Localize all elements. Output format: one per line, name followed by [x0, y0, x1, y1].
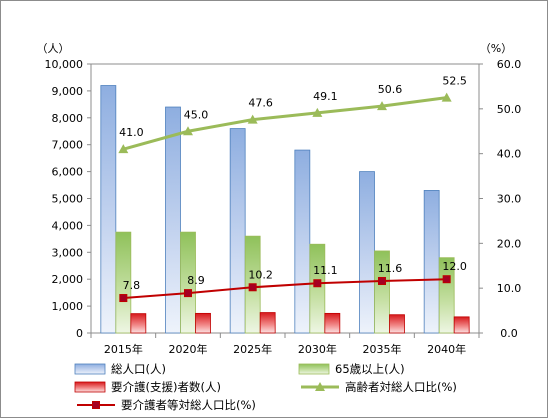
x-tick-label: 2035年 [363, 342, 402, 356]
legend-label-4: 高齢者対総人口比(%) [345, 380, 457, 394]
y-right-unit: （%） [480, 42, 512, 55]
bar-3-5 [453, 316, 470, 334]
legend-square-marker [92, 401, 100, 409]
bar-3-0 [130, 313, 147, 334]
x-tick-label: 2015年 [104, 342, 143, 356]
y-right-tick-label: 0.0 [500, 327, 518, 340]
y-left-tick-label: 7,000 [52, 139, 84, 152]
data-label: 45.0 [184, 108, 209, 121]
square-marker [378, 276, 386, 285]
bar-2-0 [115, 231, 132, 334]
bar-1-1 [165, 106, 181, 334]
triangle-marker [377, 101, 387, 111]
data-label: 11.6 [378, 262, 403, 275]
legend-label-2: 65歳以上(人) [335, 362, 405, 376]
y-right-tick-label: 50.0 [497, 103, 522, 116]
triangle-marker [183, 126, 193, 136]
y-right-tick-label: 60.0 [497, 58, 522, 71]
triangle-marker [247, 114, 258, 124]
bar-1-4 [359, 171, 375, 334]
bar-2-1 [180, 231, 196, 334]
y-left-tick-label: 2,000 [52, 273, 84, 286]
square-marker [184, 289, 192, 298]
square-marker [442, 275, 451, 284]
data-label: 11.1 [313, 264, 338, 277]
x-tick-label: 2025年 [233, 342, 272, 356]
legend-swatch-3 [74, 381, 106, 393]
y-right-tick-label: 10.0 [497, 282, 522, 295]
bar-1-5 [423, 190, 440, 334]
y-left-tick-label: 3,000 [52, 246, 84, 259]
bar-1-3 [294, 149, 311, 334]
y-right-tick-label: 20.0 [497, 237, 522, 250]
y-left-tick-label: 4,000 [52, 219, 84, 232]
legend-label-3: 要介護(支援)者数(人) [111, 380, 221, 394]
series-line-1 [122, 96, 447, 151]
y-left-tick-label: 0 [76, 327, 83, 340]
data-label: 10.2 [248, 268, 273, 281]
y-left-tick-label: 8,000 [52, 112, 84, 125]
data-label: 8.9 [187, 274, 205, 287]
legend-swatch-2 [298, 363, 330, 375]
data-label: 49.1 [313, 90, 338, 103]
bar-1-0 [100, 85, 117, 334]
triangle-marker [441, 92, 452, 102]
x-tick-label: 2020年 [169, 342, 208, 356]
bar-2-4 [374, 250, 390, 334]
x-tick-label: 2030年 [298, 342, 337, 356]
bar-3-1 [195, 312, 211, 334]
square-marker [119, 294, 128, 303]
legend-swatch-1 [74, 363, 106, 375]
y-left-tick-label: 10,000 [45, 58, 84, 71]
plot-area-border [90, 63, 480, 334]
data-label: 7.8 [123, 279, 141, 292]
legend-label-1: 総人口(人) [111, 362, 166, 376]
legend-label-5: 要介護者等対総人口比(%) [121, 398, 256, 412]
triangle-marker [118, 144, 129, 154]
bar-3-4 [389, 314, 405, 334]
bar-3-2 [259, 312, 276, 334]
y-left-tick-label: 6,000 [52, 166, 84, 179]
y-left-unit: （人） [37, 42, 70, 55]
y-left-tick-label: 5,000 [52, 193, 84, 206]
series-line-2 [123, 278, 447, 300]
y-right-tick-label: 40.0 [497, 148, 522, 161]
data-label: 12.0 [442, 260, 467, 273]
data-label: 50.6 [378, 83, 403, 96]
square-marker [313, 279, 322, 288]
bar-2-3 [309, 243, 326, 334]
y-left-tick-label: 1,000 [52, 300, 84, 313]
data-label: 47.6 [248, 97, 273, 110]
y-left-tick-label: 9,000 [52, 85, 84, 98]
y-right-tick-label: 30.0 [497, 193, 522, 206]
data-label: 41.0 [119, 126, 144, 139]
bar-1-2 [229, 128, 246, 334]
data-label: 52.5 [442, 75, 467, 88]
x-tick-label: 2040年 [427, 342, 466, 356]
bar-3-3 [324, 312, 341, 334]
triangle-marker [312, 107, 323, 117]
legend-triangle-marker [315, 382, 325, 391]
square-marker [248, 283, 257, 292]
